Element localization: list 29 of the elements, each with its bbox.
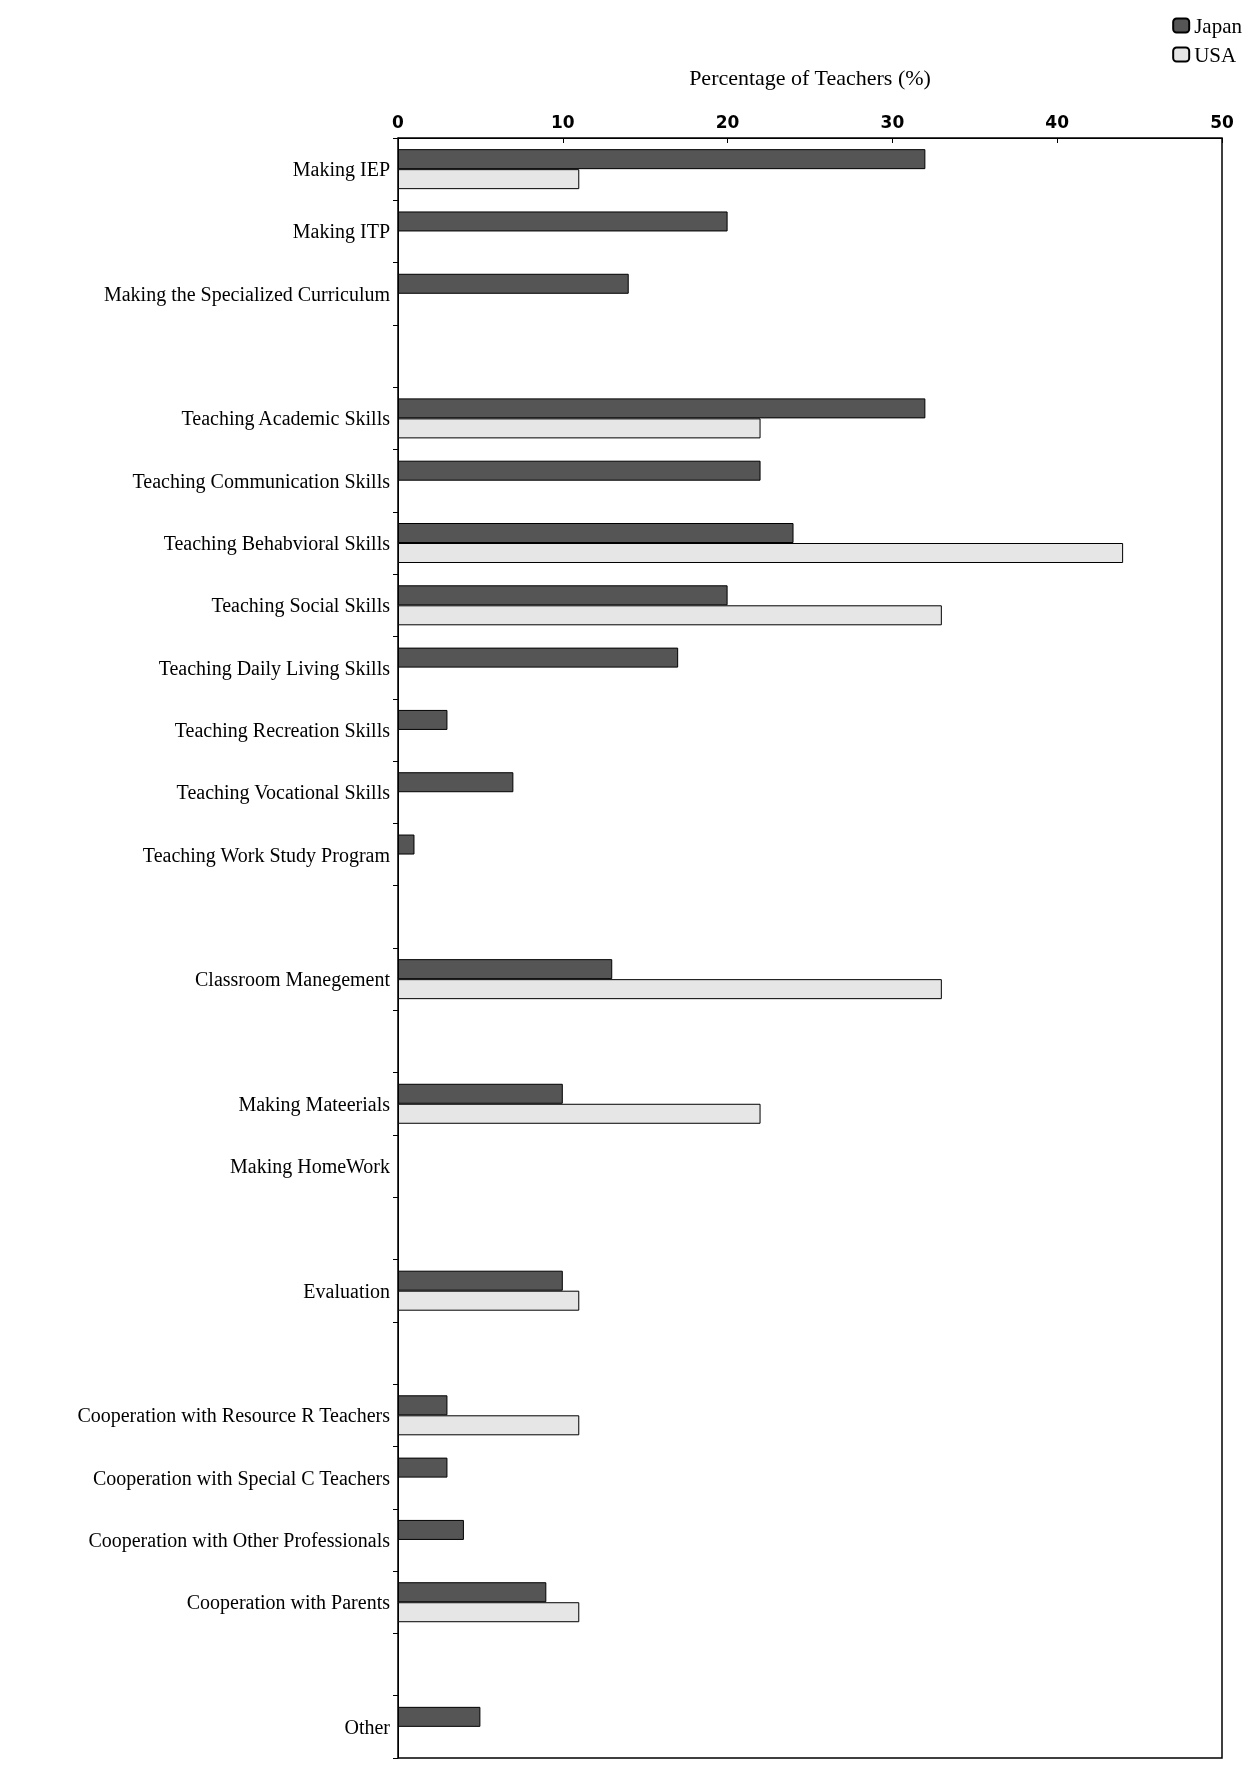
x-tick-label: 30 (880, 111, 905, 132)
y-tick-label: Making ITP (292, 220, 390, 244)
x-tick-label: 20 (715, 111, 740, 132)
y-tick-label: Cooperation with Special C Teachers (92, 1466, 391, 1490)
y-tick-label: Teaching Recreation Skills (174, 718, 391, 742)
y-tick-label: Making Mateerials (238, 1092, 391, 1116)
y-tick-label: Cooperation with Parents (186, 1591, 391, 1615)
y-tick-label: Evaluation (303, 1279, 390, 1302)
y-tick-label: Cooperation with Resource R Teachers (77, 1404, 391, 1428)
y-tick-label: Other (344, 1715, 391, 1738)
x-axis-title: Percentage of Teachers (%) (689, 64, 931, 90)
y-tick-label: Making the Specialized Curriculum (103, 282, 391, 306)
y-tick-label: Teaching Social Skills (211, 594, 391, 618)
y-tick-label: Classroom Manegement (195, 968, 391, 992)
y-tick-label: Teaching Communication Skills (132, 469, 391, 493)
legend-label: USA (1194, 42, 1238, 67)
x-tick-label: 40 (1045, 111, 1070, 132)
y-tick-label: Teaching Academic Skills (181, 407, 391, 431)
y-tick-label: Cooperation with Other Professionals (88, 1528, 391, 1552)
y-tick-label: Teaching Work Study Program (142, 843, 391, 867)
x-tick-label: 50 (1210, 111, 1234, 132)
x-tick-label: 10 (550, 111, 575, 132)
x-tick-label: 0 (392, 111, 405, 132)
y-tick-label: Teaching Vocational Skills (176, 781, 391, 805)
y-tick-label: Making IEP (292, 158, 390, 182)
y-tick-label: Teaching Daily Living Skills (158, 656, 391, 680)
y-tick-label: Making HomeWork (229, 1155, 390, 1179)
y-tick-label: Teaching Behabvioral Skills (163, 532, 391, 555)
legend-label: Japan (1194, 13, 1243, 38)
